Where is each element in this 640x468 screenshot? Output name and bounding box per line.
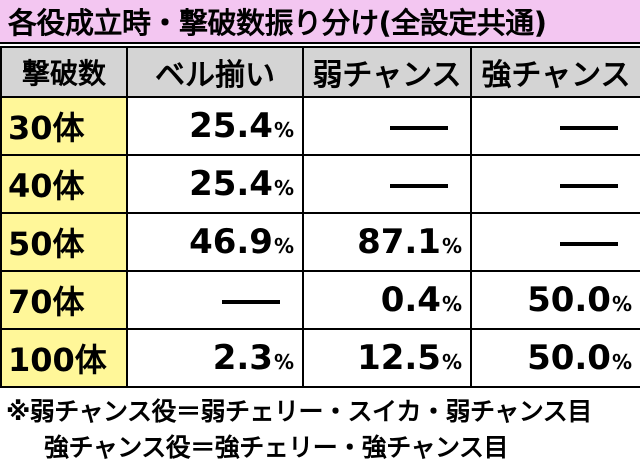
header-weak-chance: 弱チャンス (302, 46, 472, 98)
table-header-row: 撃破数 ベル揃い 弱チャンス 強チャンス (0, 46, 640, 98)
table-row: 40体 25.4% (0, 154, 640, 214)
dash-mark (390, 183, 448, 188)
cell-unit: % (273, 118, 294, 142)
table-cell: 0.4% (302, 270, 472, 330)
dash-mark (222, 299, 280, 304)
table-row: 70体 0.4% 50.0% (0, 270, 640, 330)
header-bell: ベル揃い (126, 46, 304, 98)
distribution-table: 撃破数 ベル揃い 弱チャンス 強チャンス 30体 25.4% 40体 25.4% 50体… (0, 46, 640, 388)
table-cell: 25.4% (126, 96, 304, 156)
cell-value: 0.4 (380, 280, 441, 320)
cell-value: 25.4 (189, 164, 273, 204)
header-corner: 撃破数 (0, 46, 128, 98)
table-cell: 25.4% (126, 154, 304, 214)
row-label: 30体 (0, 96, 128, 156)
cell-value: 2.3 (212, 338, 273, 378)
cell-unit: % (273, 234, 294, 258)
table-cell (302, 154, 472, 214)
table-cell (470, 96, 640, 156)
cell-value: 50.0 (527, 338, 611, 378)
table-cell (302, 96, 472, 156)
table-cell (126, 270, 304, 330)
cell-value: 87.1 (357, 222, 441, 262)
table-cell: 2.3% (126, 328, 304, 388)
table-row: 50体 46.9% 87.1% (0, 212, 640, 272)
page-title-text: 各役成立時・撃破数振り分け(全設定共通) (8, 6, 547, 40)
cell-unit: % (611, 350, 632, 374)
cell-value: 46.9 (189, 222, 273, 262)
footnote-weak: ※弱チャンス役＝弱チェリー・スイカ・弱チャンス目 (6, 397, 592, 426)
dash-mark (390, 125, 448, 130)
table-cell: 50.0% (470, 270, 640, 330)
footnote-strong: 強チャンス役＝強チェリー・強チャンス目 (44, 433, 509, 462)
row-label: 40体 (0, 154, 128, 214)
cell-unit: % (273, 176, 294, 200)
table-cell (470, 154, 640, 214)
dash-mark (560, 241, 618, 246)
dash-mark (560, 183, 618, 188)
table-cell: 46.9% (126, 212, 304, 272)
cell-value: 50.0 (527, 280, 611, 320)
cell-unit: % (441, 234, 462, 258)
table-row: 100体 2.3% 12.5% 50.0% (0, 328, 640, 388)
cell-unit: % (611, 292, 632, 316)
row-label: 50体 (0, 212, 128, 272)
table-cell: 12.5% (302, 328, 472, 388)
table-row: 30体 25.4% (0, 96, 640, 156)
page-title: 各役成立時・撃破数振り分け(全設定共通) (0, 0, 640, 44)
dash-mark (560, 125, 618, 130)
table-cell: 50.0% (470, 328, 640, 388)
table-cell: 87.1% (302, 212, 472, 272)
header-strong-chance: 強チャンス (470, 46, 640, 98)
cell-value: 25.4 (189, 106, 273, 146)
cell-value: 12.5 (357, 338, 441, 378)
table-cell (470, 212, 640, 272)
row-label: 70体 (0, 270, 128, 330)
row-label: 100体 (0, 328, 128, 388)
cell-unit: % (273, 350, 294, 374)
cell-unit: % (441, 292, 462, 316)
cell-unit: % (441, 350, 462, 374)
